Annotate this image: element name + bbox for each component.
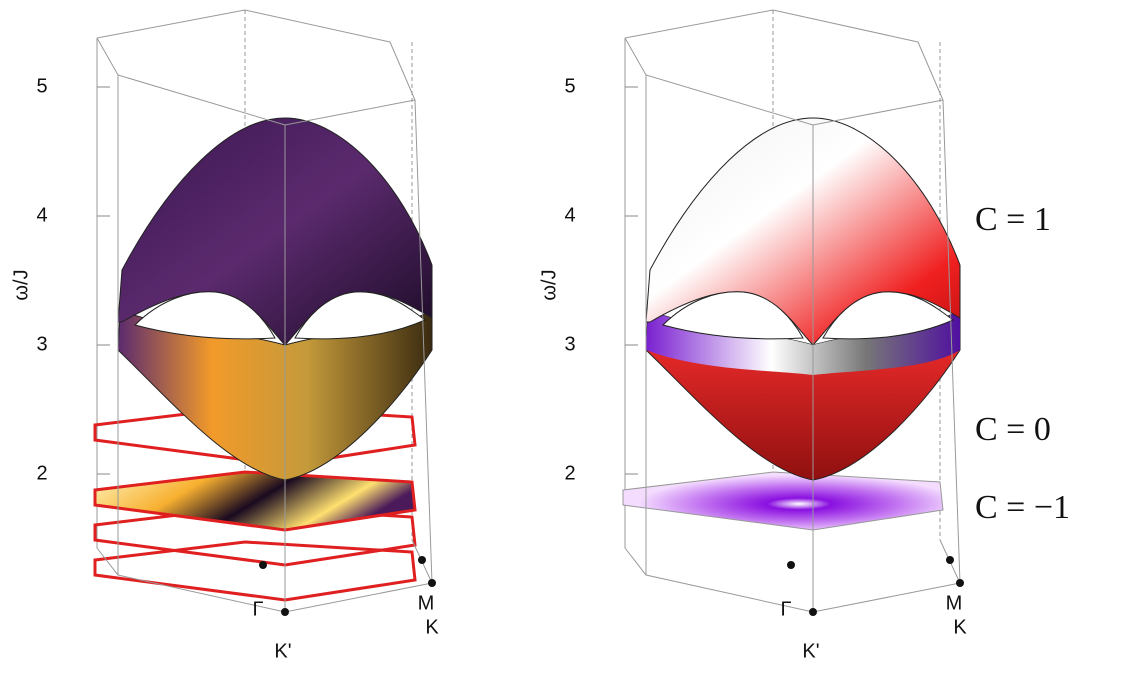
k-point [281, 608, 289, 616]
figure: C = 1 C = 0 C = −1 ω/J2345ΓK'MKω/J2345ΓK… [0, 0, 1131, 673]
k-point [809, 608, 817, 616]
prism-edge [625, 38, 943, 125]
y-tick-label: 4 [564, 204, 575, 226]
point-label: K [953, 616, 967, 638]
k-point [418, 556, 426, 564]
point-label: Γ [252, 598, 263, 620]
y-tick-label: 3 [36, 333, 47, 355]
y-tick-label: 2 [564, 462, 575, 484]
prism-edge [625, 10, 918, 42]
point-label: M [418, 592, 435, 614]
y-tick-label: 5 [564, 75, 575, 97]
chern-label: C = 1 [975, 201, 1051, 238]
k-point [787, 561, 795, 569]
panel: ω/J 2 3 4 5 Γ K' MK [538, 10, 967, 662]
middle-band [118, 310, 432, 480]
chern-label: C = −1 [975, 489, 1070, 526]
y-tick-label: 4 [36, 204, 47, 226]
band-plane [623, 472, 943, 530]
y-tick-label: 2 [36, 462, 47, 484]
y-axis-label: ω/J [10, 269, 32, 300]
prism-edge [97, 10, 390, 42]
prism-edge [97, 38, 415, 125]
k-point [956, 579, 964, 587]
y-tick-label: 5 [36, 75, 47, 97]
y-axis-label: ω/J [538, 269, 560, 300]
band-plane-outline [95, 542, 415, 600]
k-point [946, 556, 954, 564]
band-plane [95, 472, 415, 530]
point-label: K [425, 616, 439, 638]
k-point [259, 561, 267, 569]
chern-label: C = 0 [975, 411, 1051, 448]
y-tick-label: 3 [564, 333, 575, 355]
point-label: M [946, 592, 963, 614]
point-label: K' [274, 640, 291, 662]
prism-edge [625, 540, 960, 612]
panel: ω/J 2 3 4 5 Γ K' MK [10, 10, 439, 662]
point-label: Γ [780, 598, 791, 620]
point-label: K' [802, 640, 819, 662]
k-point [428, 579, 436, 587]
